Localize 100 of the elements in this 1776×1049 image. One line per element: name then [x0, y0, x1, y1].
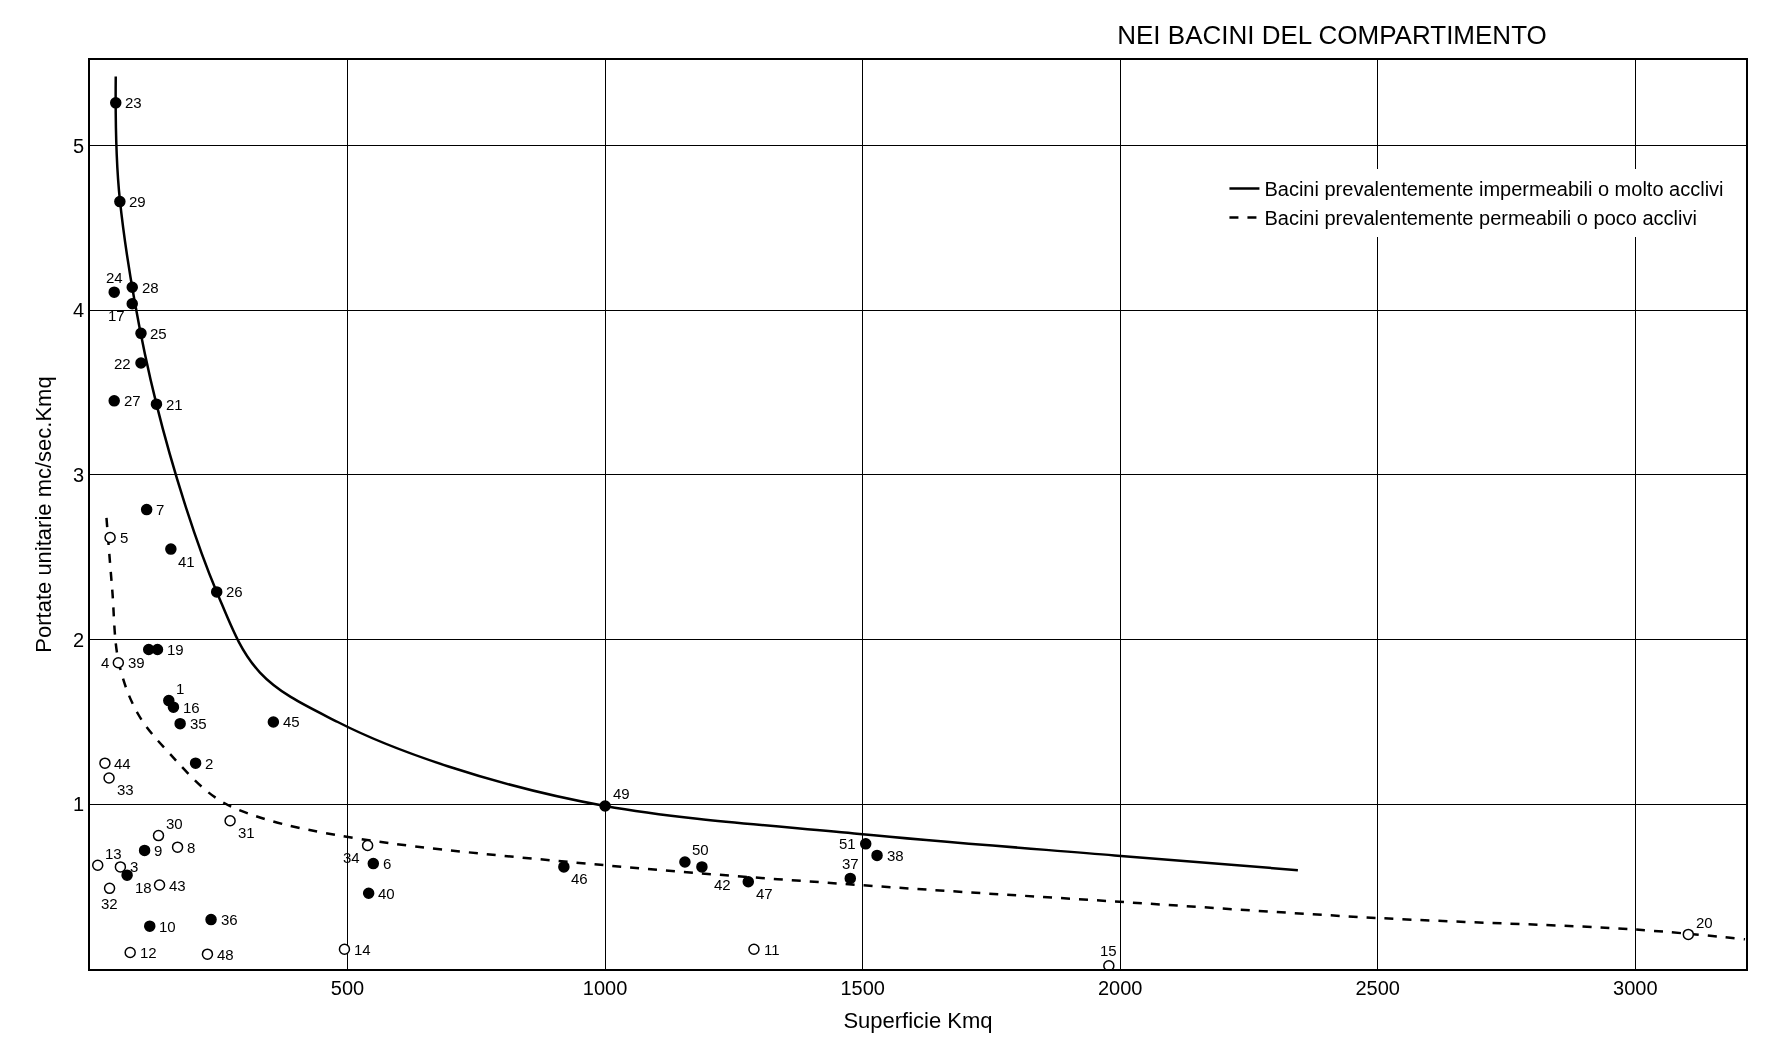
point [742, 875, 755, 888]
annotation: 29 [129, 193, 146, 210]
point [844, 872, 857, 885]
annotation: 6 [383, 855, 392, 872]
annotation: 13 [105, 845, 122, 862]
annotation: 1 [176, 680, 185, 697]
annotation: 3 [130, 858, 139, 875]
point [126, 281, 138, 293]
point [871, 849, 883, 862]
x-tick-label: 2000 [1097, 977, 1143, 999]
point [153, 879, 166, 891]
annotation: 28 [142, 279, 159, 296]
annotation: 46 [571, 870, 588, 887]
point [679, 856, 691, 868]
annotation: 37 [842, 855, 859, 872]
x-tick-label: 3000 [1613, 977, 1658, 999]
annotation: 26 [226, 583, 243, 600]
point [859, 838, 872, 850]
point [114, 195, 126, 208]
point [108, 286, 120, 298]
chart-title: NEI BACINI DEL COMPARTIMENTO [1117, 20, 1547, 51]
annotation: 19 [167, 641, 184, 658]
point [126, 297, 138, 310]
point [152, 829, 165, 842]
annotation: 40 [378, 885, 395, 902]
point [108, 395, 120, 407]
point [696, 861, 708, 873]
point [124, 946, 136, 959]
y-tick-label: 1 [72, 793, 84, 816]
point [140, 503, 153, 516]
point [210, 586, 223, 598]
annotation: 44 [114, 755, 131, 772]
point [224, 815, 236, 827]
x-axis-title: Superficie Kmq [843, 1008, 993, 1034]
annotation: 21 [166, 396, 183, 413]
annotation: 17 [108, 307, 125, 324]
x-tick-label: 500 [330, 977, 365, 999]
point [103, 882, 116, 895]
point [367, 857, 380, 870]
annotation: 39 [128, 654, 145, 671]
point [338, 943, 351, 955]
annotation: 50 [692, 841, 709, 858]
x-tick-label: 2500 [1355, 977, 1400, 999]
point [189, 757, 202, 769]
annotation: 47 [756, 885, 773, 902]
annotation: 18 [135, 879, 152, 896]
annotation: 4 [101, 654, 110, 671]
point [174, 717, 186, 730]
annotation: 45 [283, 713, 300, 730]
annotation: 32 [101, 895, 118, 912]
point [135, 357, 147, 369]
annotation: 10 [159, 918, 176, 935]
annotation: 23 [125, 94, 142, 111]
annotation: 49 [613, 785, 630, 802]
point [91, 859, 104, 872]
point [114, 861, 127, 873]
annotation: 38 [887, 847, 904, 864]
x-tick-label: 1500 [840, 977, 885, 999]
point [201, 948, 214, 960]
point [110, 97, 122, 109]
point [205, 913, 217, 926]
annotation: 42 [714, 876, 731, 893]
annotation: 14 [354, 941, 371, 958]
y-axis-title: Portate unitarie mc/sec.Kmq [31, 376, 57, 653]
annotation: 5 [120, 529, 129, 546]
annotation: 35 [190, 715, 207, 732]
point [171, 841, 184, 853]
y-tick-label: 5 [72, 134, 84, 157]
annotation: 31 [238, 824, 255, 841]
point [748, 943, 760, 955]
point [558, 861, 570, 873]
point [1682, 928, 1695, 941]
annotation: 48 [217, 946, 234, 963]
y-tick-label: 3 [72, 463, 84, 486]
point [135, 327, 147, 340]
point [138, 844, 151, 857]
annotation: 25 [150, 325, 167, 342]
annotation: 36 [221, 911, 238, 928]
annotation: 22 [114, 355, 131, 372]
annotation: 43 [169, 877, 186, 894]
annotation: 41 [178, 553, 195, 570]
x-tick-label: 1000 [582, 977, 628, 999]
point [1103, 959, 1115, 969]
point [362, 887, 375, 899]
annotation: 51 [839, 835, 856, 852]
annotation: 8 [187, 839, 196, 856]
annotation: 20 [1696, 914, 1713, 931]
annotation: 33 [117, 781, 134, 798]
point [144, 920, 156, 932]
point [361, 839, 374, 852]
legend-label: Bacini prevalentemente impermeabili o molto acclivi [1264, 178, 1724, 201]
point [267, 716, 280, 728]
annotation: 15 [1100, 942, 1117, 959]
annotation: 7 [156, 501, 165, 518]
point [167, 701, 180, 713]
annotation: 12 [140, 944, 157, 961]
point [150, 398, 163, 410]
annotation: 2 [205, 755, 214, 772]
point [112, 656, 125, 669]
y-tick-label: 4 [72, 299, 84, 322]
